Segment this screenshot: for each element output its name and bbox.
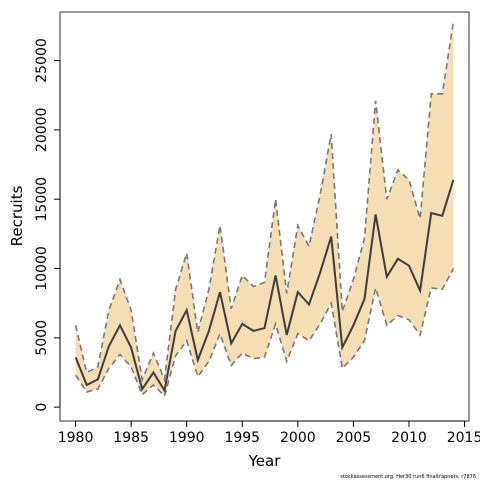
x-tick-label: 2005 — [336, 430, 372, 446]
y-axis-title: Recruits — [8, 185, 26, 246]
confidence-band — [75, 21, 454, 396]
y-tick-label: 20000 — [34, 108, 50, 153]
x-axis-title: Year — [248, 452, 282, 470]
y-tick-label: 5000 — [34, 320, 50, 356]
x-tick-label: 2010 — [391, 430, 427, 446]
lower-bound-line — [74, 268, 455, 398]
upper-bound-line — [74, 21, 455, 383]
x-tick-label: 2000 — [280, 430, 316, 446]
y-tick-label: 0 — [34, 403, 50, 412]
x-tick-label: 1990 — [169, 430, 205, 446]
y-tick-label: 15000 — [34, 177, 50, 222]
y-tick-label: 25000 — [34, 38, 50, 83]
footnote: stockassessment.org, Her30 run6 finaltra… — [340, 474, 476, 480]
y-tick-label: 10000 — [34, 246, 50, 291]
x-tick-label: 2015 — [447, 430, 480, 446]
x-tick-label: 1985 — [113, 430, 149, 446]
x-tick-label: 1995 — [224, 430, 260, 446]
x-tick-label: 1980 — [58, 430, 94, 446]
estimate-line — [74, 179, 455, 394]
